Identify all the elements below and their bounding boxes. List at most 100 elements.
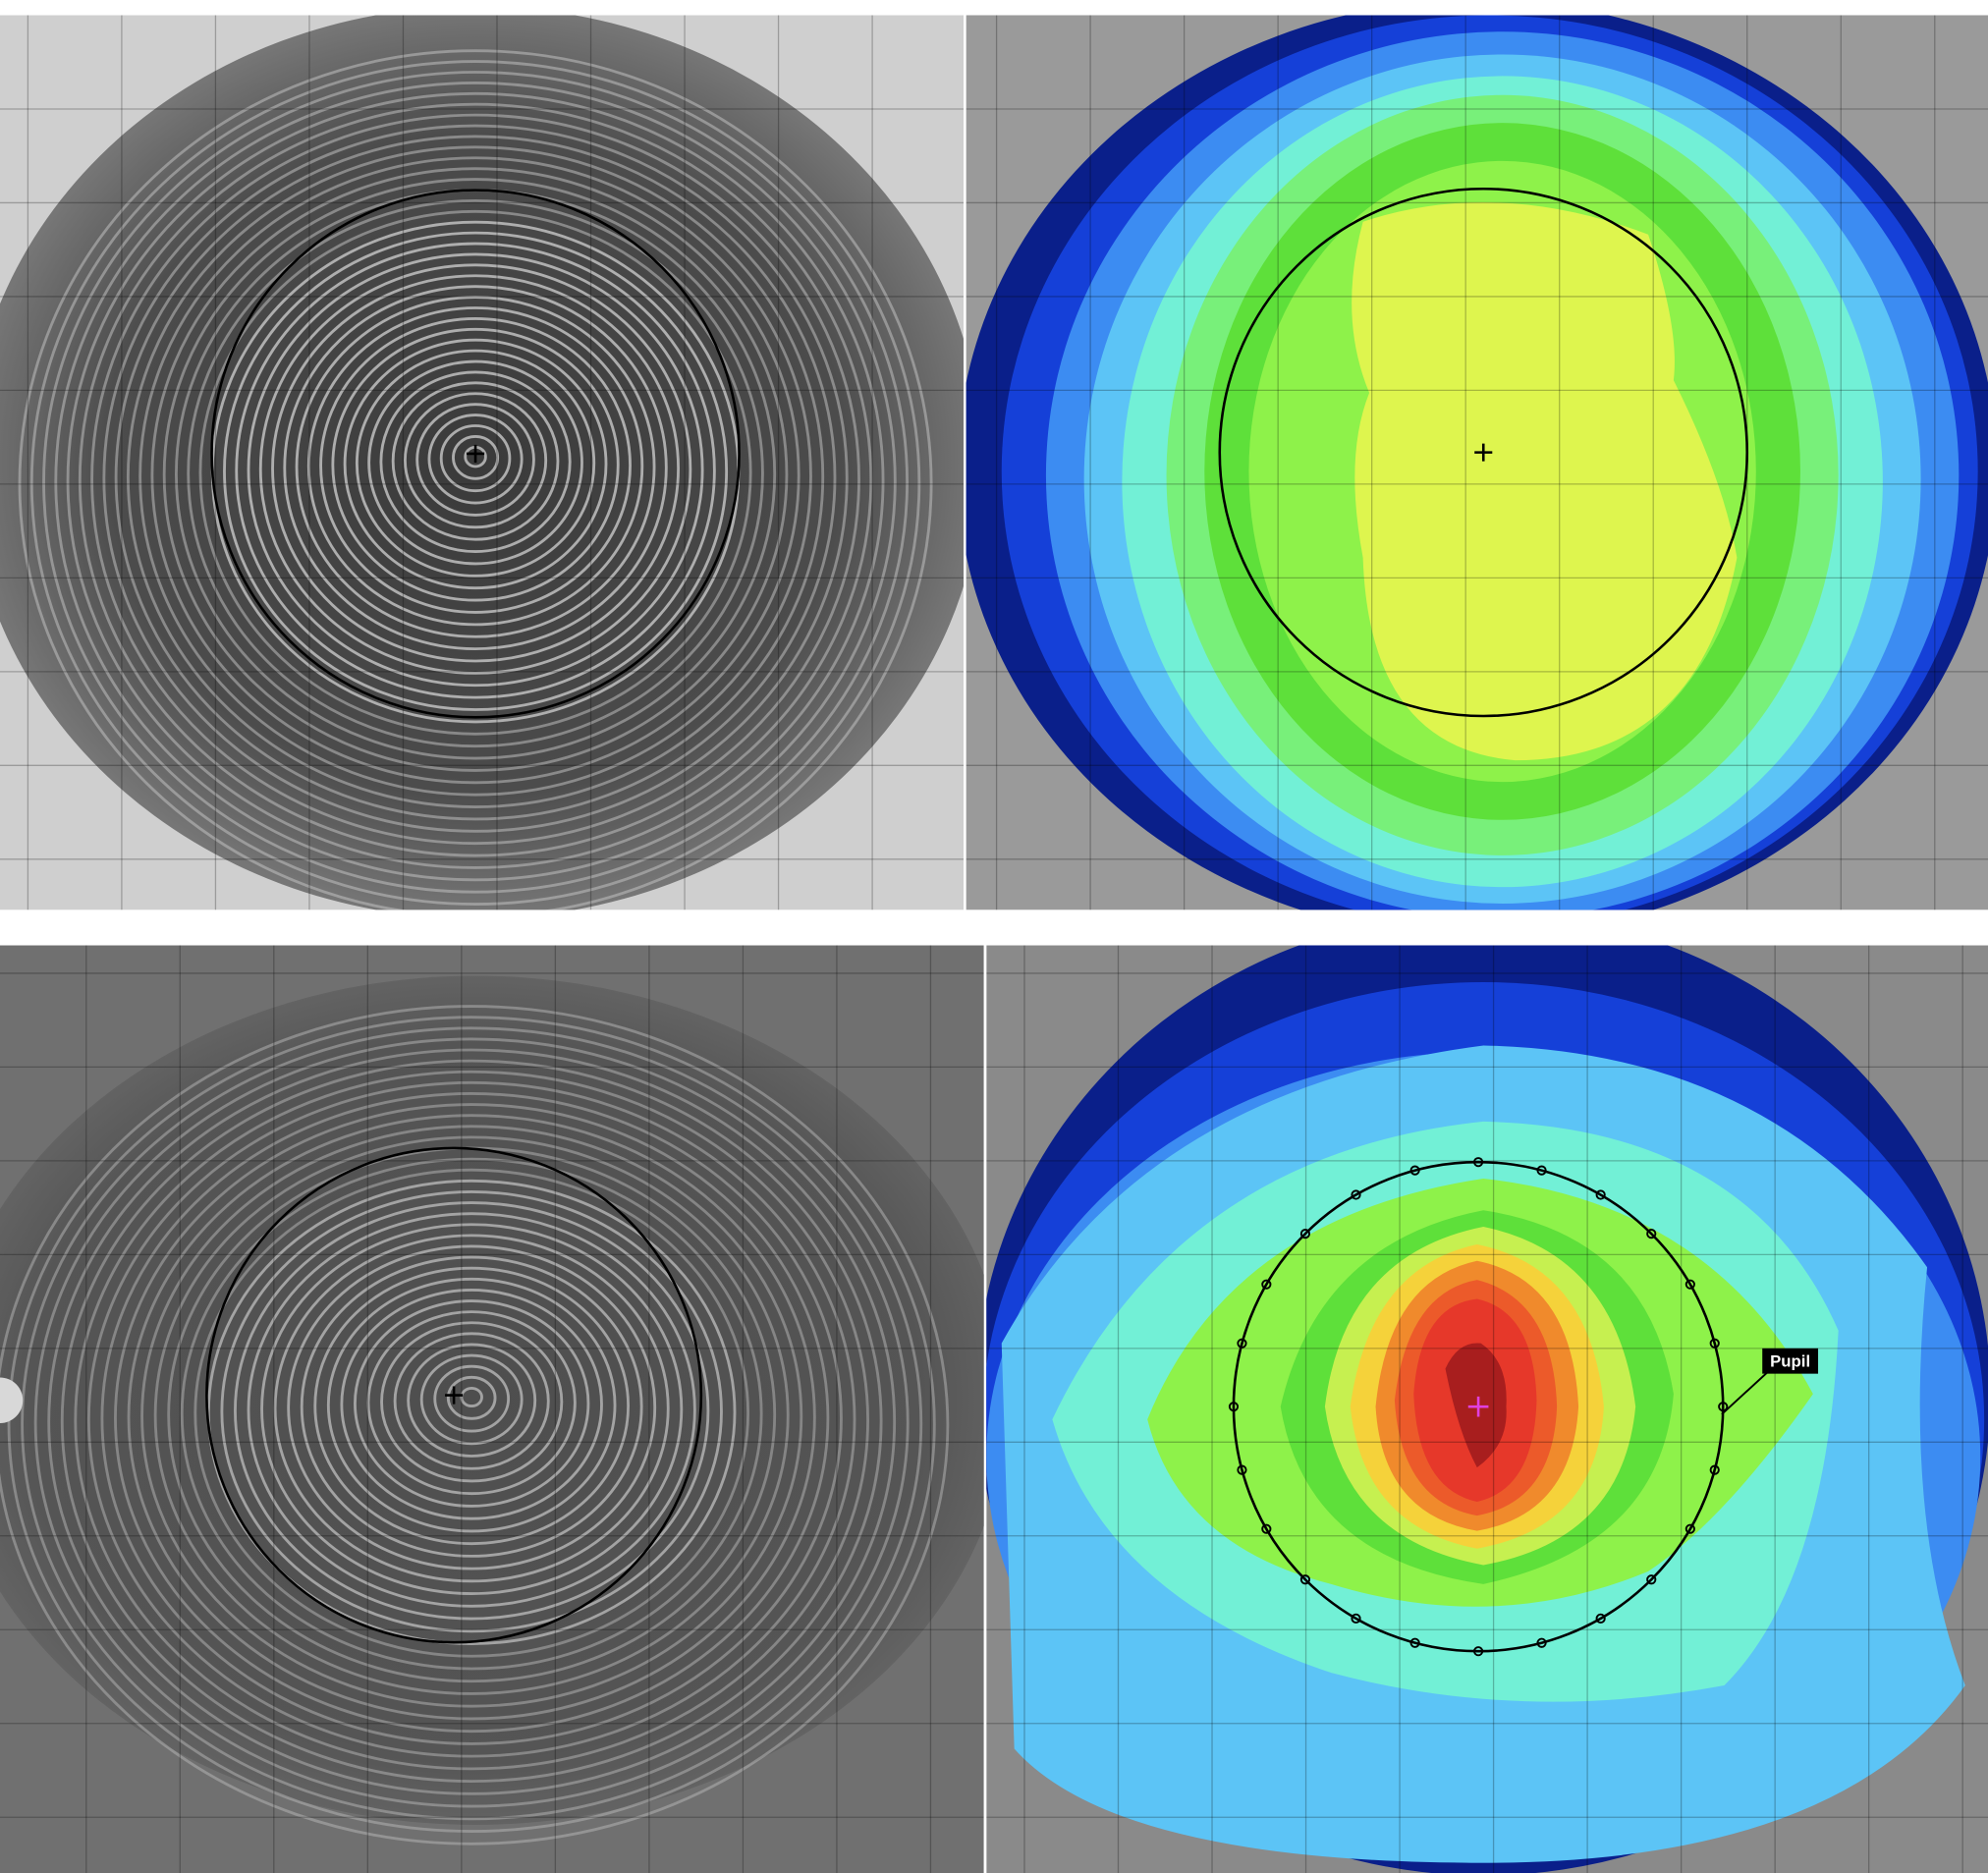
placido-ring xyxy=(366,1310,577,1496)
placido-ring xyxy=(415,403,535,517)
placido-ring xyxy=(380,1321,564,1483)
placido-ring xyxy=(331,327,620,602)
pupil-edge-point xyxy=(1646,1574,1657,1585)
pupil-label: Pupil xyxy=(1770,1351,1810,1370)
pupil-edge-point xyxy=(1684,1523,1695,1534)
placido-ring xyxy=(367,359,583,566)
placido-ring xyxy=(343,338,608,590)
pupil-edge-point xyxy=(1237,1338,1247,1349)
topography-map-bottom xyxy=(986,945,1988,1873)
placido-ring xyxy=(187,198,764,748)
placido-ring xyxy=(0,1005,950,1845)
placido-ring xyxy=(74,1070,869,1771)
pupil-edge-point xyxy=(1709,1338,1720,1349)
placido-ring xyxy=(439,424,512,493)
placido-ring xyxy=(287,1244,657,1570)
placido-ring xyxy=(127,1114,816,1721)
placido-ring xyxy=(460,1386,483,1407)
pupil-edge-point xyxy=(1709,1464,1720,1475)
placido-ring xyxy=(260,1223,684,1596)
placido-ring xyxy=(319,316,632,614)
placido-ring xyxy=(114,1103,830,1734)
placido-ring xyxy=(407,1343,537,1458)
pupil-edge-point xyxy=(1409,1165,1420,1176)
placido-ring xyxy=(18,49,933,910)
placido-ring xyxy=(47,1048,897,1795)
placido-ring xyxy=(180,1157,763,1671)
pupil-edge-point xyxy=(1595,1613,1606,1624)
pupil-edge-point xyxy=(1646,1229,1657,1239)
placido-ring xyxy=(427,413,524,505)
placido-ring xyxy=(138,156,812,797)
pupil-edge-point xyxy=(1299,1229,1311,1239)
placido-ring xyxy=(33,1037,910,1808)
placido-ring xyxy=(153,1135,790,1695)
pupil-edge-point xyxy=(1351,1189,1361,1200)
placido-ring xyxy=(247,252,704,688)
placido-ring xyxy=(271,274,681,663)
placido-image-bottom xyxy=(0,945,984,1873)
placido-ring xyxy=(29,60,921,907)
placido-ring xyxy=(150,167,801,785)
placido-ring xyxy=(78,102,873,857)
pupil-edge-point xyxy=(1536,1165,1547,1176)
placido-ring xyxy=(326,1277,617,1533)
pupil-edge-point xyxy=(1237,1464,1247,1475)
pupil-edge-point xyxy=(1536,1637,1547,1648)
placido-image-top xyxy=(0,15,965,910)
placido-ring xyxy=(198,209,752,736)
placido-ring xyxy=(21,1026,923,1821)
pupil-edge-point xyxy=(1228,1402,1240,1412)
placido-ring xyxy=(140,1125,803,1708)
pupil-edge-point xyxy=(1261,1279,1272,1290)
placido-ring xyxy=(247,1212,696,1608)
placido-ring xyxy=(162,178,789,772)
pupil-label-box xyxy=(1762,1348,1819,1374)
placido-ring xyxy=(354,1299,590,1508)
pupil-edge-point xyxy=(1409,1637,1420,1648)
placido-ring xyxy=(446,1375,497,1420)
placido-ring xyxy=(452,434,500,480)
placido-ring xyxy=(223,231,729,711)
placido-ring xyxy=(90,113,860,846)
placido-ring xyxy=(126,145,825,808)
pupil-edge-point xyxy=(1261,1523,1272,1534)
pupil-edge-point xyxy=(1299,1574,1311,1585)
placido-ring xyxy=(419,1353,524,1446)
placido-ring xyxy=(114,135,837,821)
pupil-edge-point xyxy=(1595,1189,1606,1200)
placido-ring xyxy=(86,1080,856,1758)
placido-ring xyxy=(60,1059,883,1784)
placido-ring xyxy=(258,263,692,675)
placido-ring xyxy=(100,1092,843,1745)
pupil-edge-point xyxy=(1684,1279,1695,1290)
pupil-edge-point xyxy=(1351,1613,1361,1624)
placido-ring xyxy=(7,1016,936,1833)
placido-ring xyxy=(313,1266,631,1546)
placido-ring xyxy=(433,1364,511,1433)
placido-ring xyxy=(193,1168,750,1658)
placido-ring xyxy=(206,1179,737,1645)
placido-ring xyxy=(340,1288,603,1520)
placido-ring xyxy=(283,285,668,651)
pupil-edge-point xyxy=(1472,1157,1484,1168)
placido-ring xyxy=(235,242,716,699)
pupil-edge-point xyxy=(1718,1402,1729,1412)
placido-ring xyxy=(66,91,885,869)
placido-ring xyxy=(306,306,644,627)
placido-ring xyxy=(393,1332,550,1470)
topography-map-top xyxy=(966,15,1988,910)
placido-ring xyxy=(355,349,596,578)
placido-ring xyxy=(220,1190,723,1633)
pupil-edge-point xyxy=(1472,1646,1484,1657)
placido-ring xyxy=(391,381,560,541)
placido-ring xyxy=(295,296,656,638)
placido-ring xyxy=(102,124,849,833)
placido-ring xyxy=(379,370,572,553)
placido-ring xyxy=(54,81,897,882)
placido-ring xyxy=(42,71,909,894)
placido-ring xyxy=(234,1201,710,1621)
placido-ring xyxy=(273,1234,670,1583)
